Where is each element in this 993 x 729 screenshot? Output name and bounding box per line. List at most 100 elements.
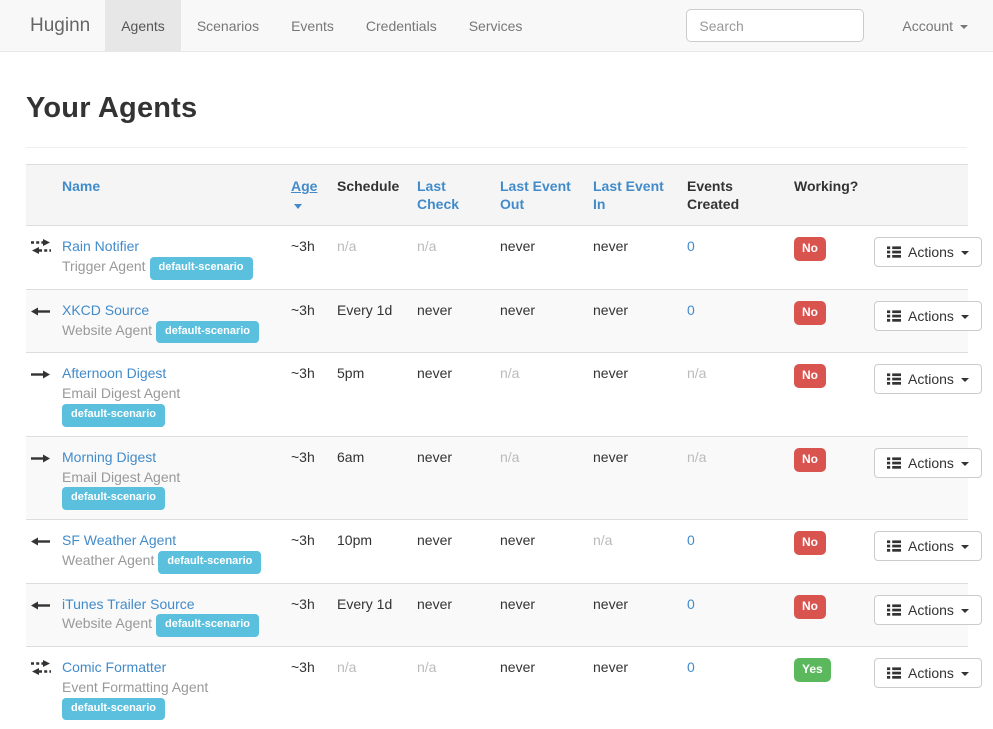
age-cell: ~3h bbox=[291, 238, 315, 255]
working-cell: No bbox=[790, 519, 870, 584]
events-created-cell: 0 bbox=[683, 226, 790, 289]
last-event-out-cell: never bbox=[496, 582, 589, 647]
last-check-cell: n/a bbox=[417, 238, 437, 255]
arrow-left-icon bbox=[31, 307, 50, 316]
actions-button[interactable]: Actions bbox=[874, 594, 982, 625]
account-label: Account bbox=[902, 17, 953, 34]
events-created-link[interactable]: 0 bbox=[687, 532, 695, 549]
events-created-link[interactable]: n/a bbox=[687, 448, 707, 465]
table-row: SF Weather Agent Weather Agent default-sc… bbox=[26, 519, 982, 584]
working-cell: No bbox=[790, 288, 870, 353]
last-check-cell: n/a bbox=[413, 646, 496, 729]
table-row: Morning Digest Email Digest Agent default… bbox=[26, 435, 982, 520]
last-event-in-cell: never bbox=[589, 435, 683, 520]
event-flow-cell bbox=[26, 435, 62, 520]
event-flow-cell bbox=[26, 226, 62, 289]
actions-button[interactable]: Actions bbox=[874, 300, 982, 331]
working-badge: No bbox=[794, 594, 826, 619]
sort-age-link[interactable]: Age bbox=[291, 178, 318, 194]
sort-name-link[interactable]: Name bbox=[62, 178, 101, 194]
scenario-badge[interactable]: default-scenario bbox=[156, 320, 259, 344]
agent-name-cell: Comic Formatter Event Formatting Agent de… bbox=[62, 646, 287, 729]
list-icon bbox=[887, 540, 901, 552]
actions-label: Actions bbox=[908, 244, 954, 261]
chevron-down-icon bbox=[960, 251, 969, 256]
working-badge: Yes bbox=[794, 658, 831, 683]
agent-name-cell: XKCD Source Website Agent default-scenari… bbox=[62, 288, 287, 353]
header-working: Working? bbox=[790, 164, 870, 227]
actions-label: Actions bbox=[908, 665, 954, 682]
nav-item-services[interactable]: Services bbox=[468, 17, 523, 34]
chevron-down-icon bbox=[960, 314, 969, 319]
age-cell: ~3h bbox=[287, 582, 333, 647]
agent-name-link[interactable]: iTunes Trailer Source bbox=[62, 595, 195, 612]
chevron-down-icon bbox=[960, 672, 969, 677]
sort-desc-icon bbox=[294, 204, 302, 210]
nav-item-scenarios[interactable]: Scenarios bbox=[196, 17, 260, 34]
brand-link[interactable]: Huginn bbox=[30, 14, 91, 36]
nav-item-events[interactable]: Events bbox=[291, 17, 334, 34]
scenario-badge[interactable]: default-scenario bbox=[149, 257, 253, 280]
events-created-link[interactable]: n/a bbox=[687, 365, 707, 382]
scenario-badge[interactable]: default-scenario bbox=[62, 697, 165, 721]
events-created-link[interactable]: 0 bbox=[687, 238, 695, 255]
actions-button[interactable]: Actions bbox=[874, 364, 982, 395]
working-cell: No bbox=[790, 582, 870, 647]
agent-name-link[interactable]: Comic Formatter bbox=[62, 659, 167, 676]
nav-item-credentials[interactable]: Credentials bbox=[365, 17, 437, 34]
search-wrap bbox=[686, 0, 865, 51]
last-event-out-cell: never bbox=[496, 646, 589, 729]
age-cell: ~3h bbox=[287, 435, 333, 520]
agent-name-link[interactable]: SF Weather Agent bbox=[62, 532, 177, 549]
list-icon bbox=[887, 373, 901, 386]
sort-last-event-in-link[interactable]: Last Event In bbox=[593, 178, 664, 213]
actions-button[interactable]: Actions bbox=[874, 658, 982, 689]
header-icon-col bbox=[26, 164, 62, 227]
age-cell: ~3h bbox=[287, 352, 333, 437]
exchange-icon bbox=[31, 660, 51, 676]
nav-item-agents[interactable]: Agents bbox=[105, 0, 181, 51]
account-menu[interactable]: Account bbox=[892, 0, 978, 51]
agent-name-link[interactable]: XKCD Source bbox=[62, 301, 150, 318]
main-content: Your Agents Name Age Schedule Last Check… bbox=[0, 92, 993, 729]
chevron-down-icon bbox=[960, 378, 969, 383]
sort-last-check-link[interactable]: Last Check bbox=[417, 178, 460, 213]
schedule-cell: n/a bbox=[333, 646, 413, 729]
schedule-cell: 6am bbox=[333, 435, 413, 520]
events-created-link[interactable]: 0 bbox=[687, 595, 695, 612]
agents-table: Name Age Schedule Last Check Last Event … bbox=[26, 164, 982, 729]
events-created-link[interactable]: 0 bbox=[687, 301, 695, 318]
sort-last-event-out-link[interactable]: Last Event Out bbox=[500, 178, 571, 213]
agent-name-cell: Afternoon Digest Email Digest Agent defau… bbox=[62, 352, 287, 437]
schedule-cell: 5pm bbox=[333, 352, 413, 437]
agent-name-link[interactable]: Rain Notifier bbox=[62, 238, 140, 255]
event-flow-cell bbox=[26, 582, 62, 647]
actions-label: Actions bbox=[908, 371, 954, 388]
agent-name-link[interactable]: Morning Digest bbox=[62, 448, 157, 465]
list-icon bbox=[887, 246, 901, 259]
event-flow-cell bbox=[26, 519, 62, 584]
scenario-badge[interactable]: default-scenario bbox=[62, 487, 165, 511]
table-row: Comic Formatter Event Formatting Agent de… bbox=[26, 646, 982, 729]
navbar: Huginn Agents Scenarios Events Credentia… bbox=[0, 0, 993, 52]
scenario-badge[interactable]: default-scenario bbox=[156, 614, 259, 638]
events-created-cell: n/a bbox=[683, 352, 790, 437]
search-input[interactable] bbox=[686, 9, 865, 42]
events-created-link[interactable]: 0 bbox=[687, 659, 695, 676]
scenario-badge[interactable]: default-scenario bbox=[158, 550, 262, 574]
actions-button[interactable]: Actions bbox=[874, 531, 982, 562]
actions-button[interactable]: Actions bbox=[874, 237, 982, 268]
scenario-badge[interactable]: default-scenario bbox=[62, 404, 165, 427]
last-check-cell: never bbox=[413, 352, 496, 437]
table-row: iTunes Trailer Source Website Agent defau… bbox=[26, 582, 982, 647]
header-last-check: Last Check bbox=[413, 164, 496, 227]
agent-type-label: Website Agent bbox=[62, 321, 153, 338]
list-icon bbox=[887, 310, 901, 322]
working-cell: No bbox=[790, 435, 870, 520]
actions-label: Actions bbox=[908, 601, 954, 618]
actions-button[interactable]: Actions bbox=[874, 447, 982, 478]
chevron-down-icon bbox=[960, 24, 968, 29]
list-icon bbox=[887, 457, 901, 469]
agent-name-link[interactable]: Afternoon Digest bbox=[62, 365, 167, 382]
agent-type-label: Trigger Agent bbox=[62, 258, 146, 275]
